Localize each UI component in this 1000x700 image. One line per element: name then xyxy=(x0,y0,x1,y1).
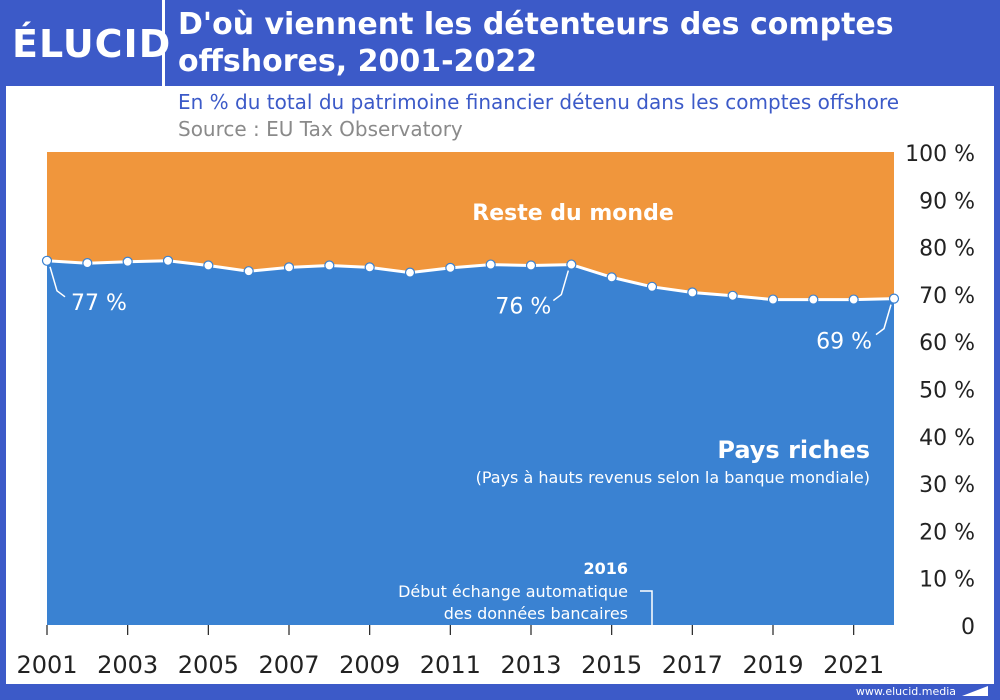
data-point xyxy=(687,287,698,298)
data-label-leader xyxy=(875,304,892,336)
y-tick-label: 0 xyxy=(961,615,975,640)
x-tick-label: 2019 xyxy=(742,651,803,679)
data-point xyxy=(445,262,456,273)
data-label: 69 % xyxy=(816,330,872,355)
data-point xyxy=(767,294,779,305)
x-tick-label: 2005 xyxy=(178,651,239,679)
data-point xyxy=(848,294,859,305)
annotation-text: des données bancaires xyxy=(444,604,628,623)
y-tick-label: 20 % xyxy=(919,520,975,545)
data-point xyxy=(82,258,93,269)
data-point xyxy=(162,255,174,266)
data-point xyxy=(727,290,738,301)
data-point xyxy=(203,260,214,271)
data-point xyxy=(324,260,335,271)
logo-separator xyxy=(162,0,165,86)
x-tick-label: 2015 xyxy=(581,651,642,679)
data-point xyxy=(606,272,617,283)
data-point xyxy=(646,281,658,292)
x-tick-label: 2001 xyxy=(16,651,77,679)
data-label: 77 % xyxy=(71,291,127,316)
data-point xyxy=(888,293,900,304)
y-tick-label: 50 % xyxy=(919,379,975,404)
data-label: 76 % xyxy=(495,295,551,320)
y-tick-label: 60 % xyxy=(919,331,975,356)
area-reste-du-monde xyxy=(47,152,894,300)
chart-title: D'où viennent les détenteurs des comptes… xyxy=(178,7,894,79)
right-border xyxy=(994,86,1000,700)
x-tick-label: 2007 xyxy=(258,651,319,679)
data-label-leader xyxy=(49,266,66,298)
logo-area: ÉLUCID xyxy=(0,0,170,86)
x-tick-label: 2003 xyxy=(97,651,158,679)
data-point xyxy=(525,260,537,271)
data-point xyxy=(283,262,295,273)
annotation-year: 2016 xyxy=(583,559,628,578)
y-tick-label: 100 % xyxy=(905,142,975,167)
series-label-reste-du-monde: Reste du monde xyxy=(472,201,674,226)
data-point xyxy=(243,266,254,277)
data-point xyxy=(566,259,577,270)
data-point xyxy=(364,262,375,273)
left-border xyxy=(0,86,6,700)
area-pays-riches xyxy=(47,260,894,625)
y-tick-label: 80 % xyxy=(919,237,975,262)
data-point xyxy=(122,256,133,267)
footer-bar xyxy=(0,684,1000,700)
footer-url: www.elucid.media xyxy=(855,685,956,698)
y-tick-label: 10 % xyxy=(919,568,975,593)
series-label-pays-riches: Pays riches xyxy=(717,436,870,464)
annotation-leader xyxy=(640,590,653,625)
x-tick-label: 2021 xyxy=(823,651,884,679)
x-tick-label: 2011 xyxy=(420,651,481,679)
chart-source: Source : EU Tax Observatory xyxy=(178,117,463,141)
series-note: (Pays à hauts revenus selon la banque mo… xyxy=(476,468,870,487)
x-tick-label: 2013 xyxy=(500,651,561,679)
data-point xyxy=(485,259,496,270)
chart-subtitle: En % du total du patrimoine financier dé… xyxy=(178,90,900,114)
y-tick-label: 70 % xyxy=(919,284,975,309)
brand-logo: ÉLUCID xyxy=(12,22,172,66)
data-point xyxy=(404,267,416,278)
y-tick-label: 90 % xyxy=(919,189,975,214)
header-bar xyxy=(0,0,1000,86)
y-tick-label: 30 % xyxy=(919,473,975,498)
series-line-pays-riches xyxy=(46,259,895,302)
data-point xyxy=(808,294,819,305)
y-tick-label: 40 % xyxy=(919,426,975,451)
brand-mark-icon xyxy=(962,686,988,696)
data-point xyxy=(41,255,53,266)
x-tick-label: 2017 xyxy=(662,651,723,679)
x-tick-label: 2009 xyxy=(339,651,400,679)
annotation-text: Début échange automatique xyxy=(398,582,628,601)
data-label-leader xyxy=(552,270,570,302)
